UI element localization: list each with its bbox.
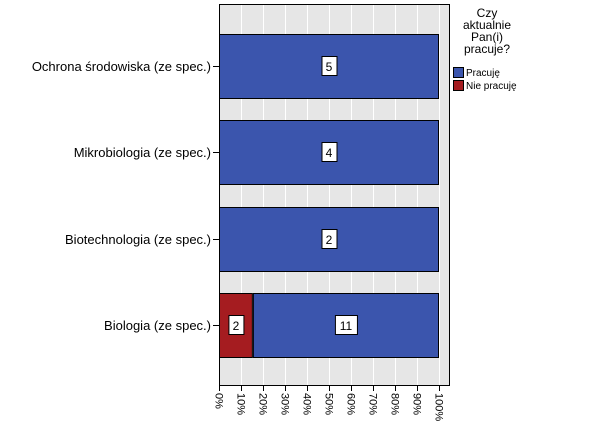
legend-label: Pracuję <box>466 68 500 79</box>
x-tick-label: 20% <box>257 393 269 415</box>
x-tick-label: 10% <box>235 393 247 415</box>
category-label: Mikrobiologia (ze spec.) <box>74 145 211 160</box>
x-tick-label: 70% <box>367 393 379 415</box>
legend-swatch <box>453 67 464 78</box>
bars <box>219 34 439 358</box>
data-label-box <box>228 315 245 335</box>
category-label: Ochrona środowiska (ze spec.) <box>32 59 211 74</box>
plot-frame <box>219 4 450 386</box>
x-tick-label: 40% <box>301 393 313 415</box>
legend-label: Nie pracuję <box>466 81 517 92</box>
data-label: 11 <box>340 319 353 333</box>
x-tick-label: 30% <box>279 393 291 415</box>
data-label-box <box>321 56 338 76</box>
x-axis: 0% 10% 20% 30% 40% 50% 60% 70% 80% 90% 100% <box>213 4 450 421</box>
x-tick-label: 90% <box>411 393 423 415</box>
data-label-box <box>321 142 338 162</box>
legend-title: Pan(i) <box>471 30 503 44</box>
x-tick-label: 100% <box>433 393 445 421</box>
data-label: 5 <box>326 60 333 74</box>
legend-title: Czy <box>477 6 498 20</box>
x-tick-label: 0% <box>213 393 225 409</box>
data-label-box <box>321 229 338 249</box>
legend-swatch <box>453 80 464 91</box>
data-label: 2 <box>326 233 333 247</box>
data-labels: 5 4 2 2 11 <box>228 56 358 335</box>
x-tick-label: 80% <box>389 393 401 415</box>
category-label: Biologia (ze spec.) <box>104 318 211 333</box>
category-labels: Ochrona środowiska (ze spec.) Mikrobiolog… <box>32 59 219 333</box>
x-tick-label: 50% <box>323 393 335 415</box>
data-label: 4 <box>326 146 333 160</box>
data-label-box <box>334 315 358 335</box>
data-label: 2 <box>233 319 240 333</box>
category-label: Biotechnologia (ze spec.) <box>65 232 211 247</box>
legend-title: aktualnie <box>463 18 511 32</box>
legend-title: pracuje? <box>464 42 510 56</box>
x-tick-label: 60% <box>345 393 357 415</box>
